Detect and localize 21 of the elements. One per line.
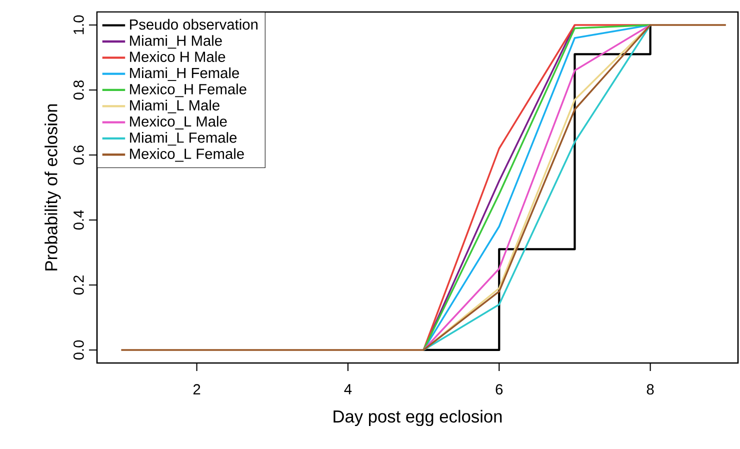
y-tick-label: 0.8 <box>73 80 84 100</box>
y-tick-label: 0.4 <box>73 210 84 230</box>
y-tick-label: 0.6 <box>73 145 84 165</box>
legend-label: Mexico_H Female <box>130 84 246 98</box>
legend-label: Miami_L Male <box>130 100 220 114</box>
legend-label: Pseudo observation <box>130 18 258 30</box>
y-tick-label: 1.0 <box>73 15 84 34</box>
legend-label: Mexico_L Female <box>130 148 244 162</box>
legend-label: Mexico_L Male <box>130 116 227 130</box>
x-tick-label: 6 <box>496 384 503 395</box>
x-axis-title: Day post egg eclosion <box>334 410 502 426</box>
x-tick-label: 4 <box>344 384 352 394</box>
y-tick-label: 0.2 <box>73 276 84 295</box>
legend-label: Miami_H Female <box>130 67 239 81</box>
x-tick-label: 8 <box>646 384 654 395</box>
legend-label: Miami_L Female <box>130 132 237 146</box>
x-tick-label: 2 <box>193 384 200 394</box>
y-axis-title: Probability of eclosion <box>44 104 61 270</box>
legend-label: Mexico H Male <box>130 51 226 62</box>
y-tick-label: 0.0 <box>73 340 84 360</box>
legend-label: Miami_H Male <box>130 35 222 49</box>
